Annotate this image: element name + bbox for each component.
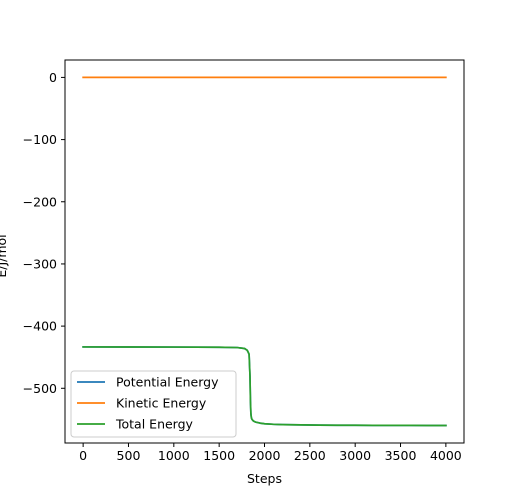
y-tick-label: −500 xyxy=(23,381,57,396)
legend-label-kinetic-energy: Kinetic Energy xyxy=(116,396,207,411)
legend-box xyxy=(70,370,237,438)
x-axis-ticks: 0 500 1000 1500 2000 2500 3000 3500 4000 xyxy=(79,443,462,463)
y-tick-label: −200 xyxy=(23,194,57,209)
x-tick-label: 1500 xyxy=(203,448,235,463)
x-tick-label: 1000 xyxy=(158,448,190,463)
x-tick-label: 2000 xyxy=(249,448,281,463)
x-tick-label: 500 xyxy=(117,448,141,463)
series-line-total-energy xyxy=(82,346,447,427)
y-tick-label: 0 xyxy=(49,70,57,85)
x-axis-label: Steps xyxy=(247,471,282,486)
y-axis-label: E/J/mol xyxy=(0,234,9,277)
x-tick-label: 3500 xyxy=(385,448,417,463)
x-tick-label: 2500 xyxy=(294,448,326,463)
x-tick-label: 0 xyxy=(79,448,87,463)
y-tick-label: −400 xyxy=(23,319,57,334)
y-tick-label: −100 xyxy=(23,132,57,147)
x-tick-label: 3000 xyxy=(339,448,371,463)
legend-label-total-energy: Total Energy xyxy=(115,417,194,432)
legend-label-potential-energy: Potential Energy xyxy=(116,375,219,390)
y-axis-ticks: 0 −100 −200 −300 −400 −500 xyxy=(23,70,65,396)
series-layer xyxy=(82,76,447,427)
x-tick-label: 4000 xyxy=(430,448,462,463)
legend: Potential Energy Kinetic Energy Total En… xyxy=(70,370,237,438)
y-tick-label: −300 xyxy=(23,256,57,271)
